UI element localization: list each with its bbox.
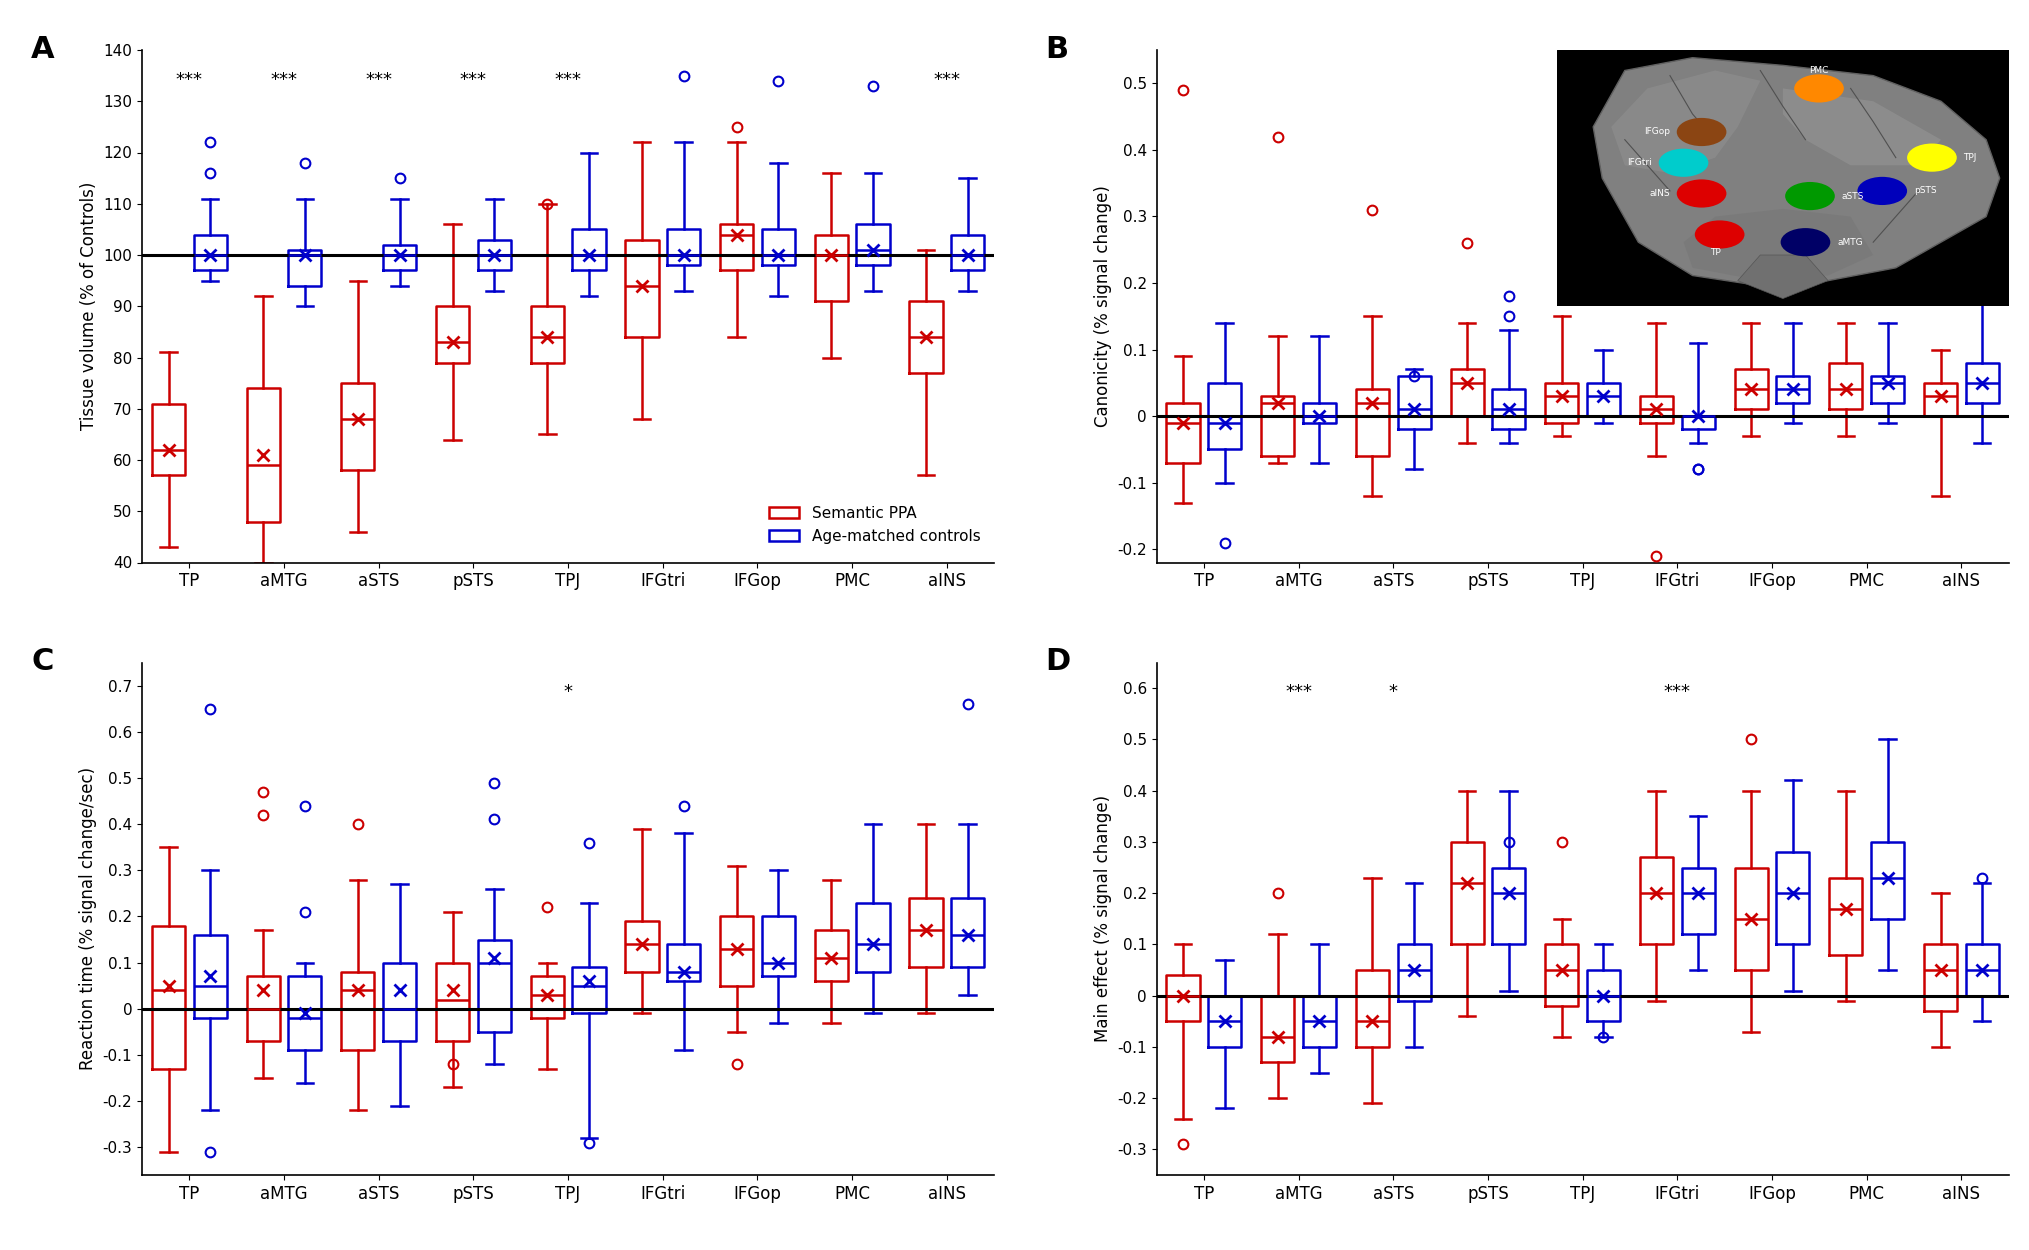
Text: ***: *** xyxy=(365,70,392,89)
Text: D: D xyxy=(1045,648,1071,676)
Y-axis label: Tissue volume (% of Controls): Tissue volume (% of Controls) xyxy=(79,182,97,430)
Text: ***: *** xyxy=(177,70,203,89)
Y-axis label: Reaction time (% signal change/sec): Reaction time (% signal change/sec) xyxy=(79,768,97,1070)
Text: ***: *** xyxy=(270,70,298,89)
Text: A: A xyxy=(30,35,55,64)
Text: ***: *** xyxy=(1284,682,1313,701)
Text: B: B xyxy=(1045,35,1069,64)
Legend: Semantic PPA, Age-matched controls: Semantic PPA, Age-matched controls xyxy=(763,500,986,550)
Y-axis label: Canonicity (% signal change): Canonicity (% signal change) xyxy=(1094,185,1112,428)
Text: ***: *** xyxy=(933,70,960,89)
Text: ***: *** xyxy=(1664,682,1690,701)
Text: *: * xyxy=(564,682,572,701)
Y-axis label: Main effect (% signal change): Main effect (% signal change) xyxy=(1094,795,1112,1042)
Text: C: C xyxy=(30,648,53,676)
Text: ***: *** xyxy=(461,70,487,89)
Text: ***: *** xyxy=(554,70,582,89)
Text: *: * xyxy=(1388,682,1398,701)
